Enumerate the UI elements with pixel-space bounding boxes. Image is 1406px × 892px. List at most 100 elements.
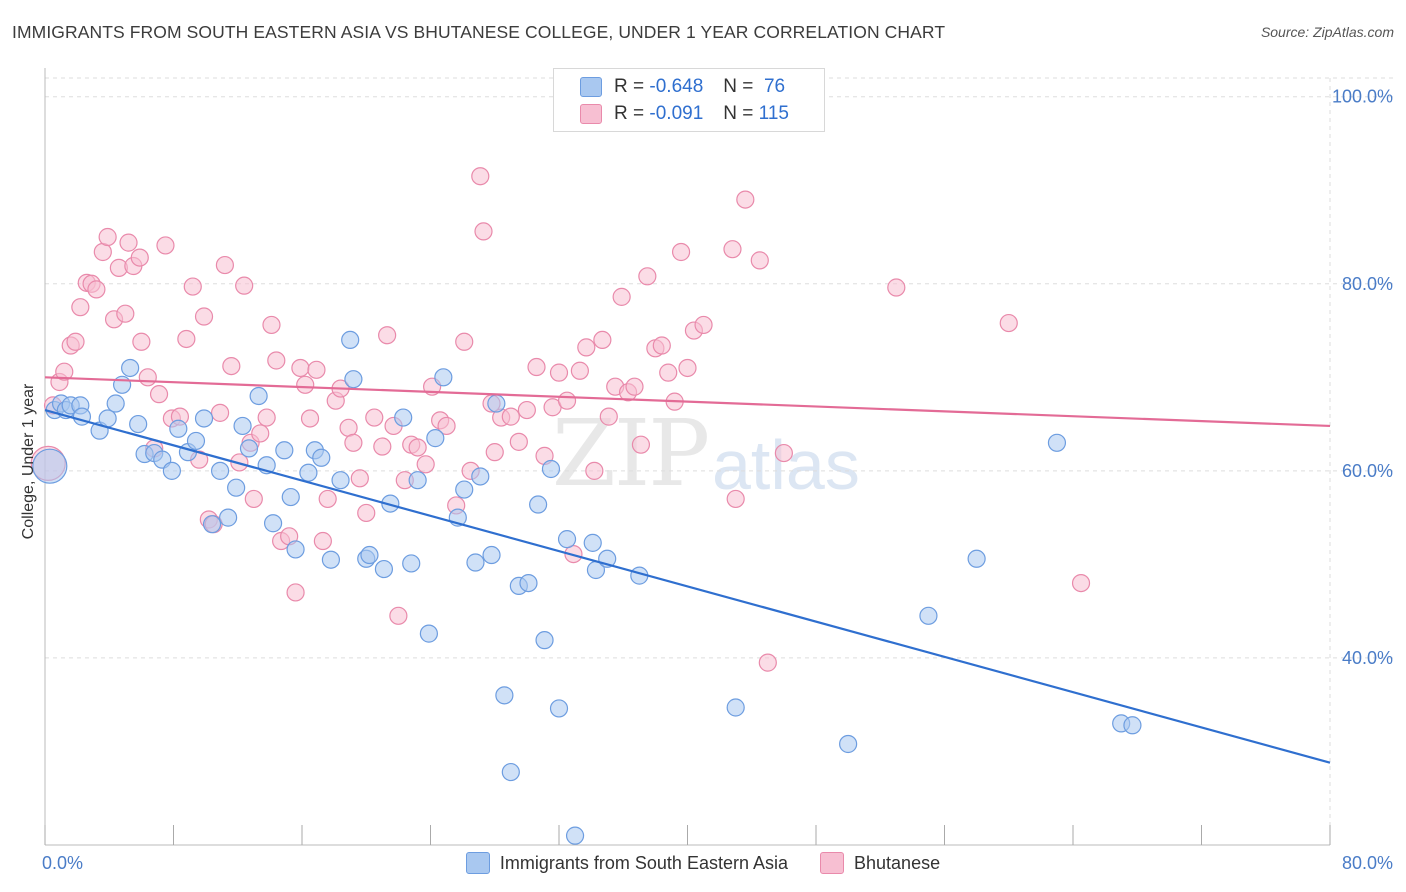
bhutanese-points [30,167,1091,672]
bhutanese-point [251,424,270,443]
bhutanese-point [389,606,408,625]
bhutanese-point [210,403,230,422]
sea-point [129,414,148,434]
sea-point [106,394,125,413]
sea-point [321,550,341,569]
sea-point [98,409,117,428]
legend-label-bhutanese: Bhutanese [854,852,941,873]
sea-point [219,508,238,527]
bhutanese-point [183,277,202,296]
bhutanese-point [631,435,651,454]
sea-points [32,330,1142,845]
legend-label-sea: Immigrants from South Eastern Asia [499,852,789,873]
sea-point [186,431,206,451]
bhutanese-point [577,338,596,357]
sea-point [112,375,132,394]
legend-n-label: N = [723,103,754,124]
x-tick-label: 80.0% [1342,853,1393,873]
sea-point [360,545,379,565]
sea-point [1123,716,1142,735]
bhutanese-point [119,233,138,252]
sea-point [495,686,514,705]
sea-point [839,734,858,754]
bhutanese-point [678,358,697,378]
bhutanese-point [149,385,169,404]
bhutanese-point [257,408,276,427]
bhutanese-point [262,315,281,335]
sea-point [549,699,569,718]
bhutanese-point [291,358,310,378]
sea-point [501,762,520,782]
bhutanese-point [585,461,604,480]
bhutanese-point [887,278,906,297]
bhutanese-point [612,287,631,306]
sea-point [471,467,490,486]
bhutanese-point [549,363,569,382]
bhutanese-point [758,653,777,672]
sea-point [263,514,283,533]
bhutanese-point [471,167,490,186]
sea-point [233,416,252,436]
bhutanese-point [71,298,90,317]
sea-point [239,439,259,458]
bhutanese-point [132,332,151,351]
sea-point [1047,433,1067,452]
sea-point [419,624,438,643]
bhutanese-point [726,489,745,509]
sea-point [202,515,222,534]
legend-item-bhutanese: Bhutanese [820,852,940,874]
sea-point [487,394,506,413]
bhutanese-point [501,407,520,426]
bhutanese-point [156,236,175,255]
bhutanese-point [365,408,384,427]
sea-point [455,480,474,499]
bhutanese-point [116,304,135,323]
bhutanese-point [557,391,577,410]
y-tick-label: 100.0% [1332,87,1393,107]
bhutanese-point [474,222,493,241]
sea-point [466,553,485,572]
y-tick-label: 60.0% [1342,461,1393,481]
bhutanese-point [313,531,332,551]
sea-point [919,606,938,625]
sea-point [344,370,363,389]
bhutanese-point [378,326,397,345]
bhutanese-point [194,307,214,326]
sea-point [535,631,554,650]
legend-swatch-sea [465,852,490,874]
legend-row-bhutanese: R = -0.091 N = 115 [554,101,789,127]
bhutanese-point [98,227,117,247]
bhutanese-point [408,438,427,457]
bhutanese-point [509,432,528,451]
correlation-legend: R = -0.648 N = 76 R = -0.091 N = 115 [553,68,825,132]
sea-point [434,368,453,387]
bhutanese-point [750,251,769,270]
bhutanese-point [267,351,286,370]
axis-labels: 40.0% 60.0% 80.0% 100.0% 0.0% 80.0% College, U… [20,87,1393,873]
x-tick-label: 0.0% [42,853,83,873]
bhutanese-point [296,375,315,394]
legend-r-label: R = [614,103,645,124]
sea-point [210,461,230,480]
bhutanese-point [130,248,149,267]
bhutanese-point [625,377,644,396]
sea-point [374,559,394,579]
bhutanese-point [599,407,618,426]
sea-point [402,554,421,573]
sea-point [299,463,318,482]
bhutanese-point [774,443,793,463]
bhutanese-point [593,330,612,350]
bhutanese-point [437,416,456,436]
bhutanese-point [55,362,74,381]
sea-point [541,459,561,479]
bhutanese-point [66,332,85,351]
sea-point [275,441,294,460]
sea-point [394,408,413,427]
bhutanese-point [307,360,326,379]
bhutanese-point [723,240,742,259]
bhutanese-point [318,489,337,509]
bhutanese-point [455,332,474,351]
legend-n-value: 76 [763,76,786,97]
sea-point [482,545,501,565]
bhutanese-point [87,280,106,299]
